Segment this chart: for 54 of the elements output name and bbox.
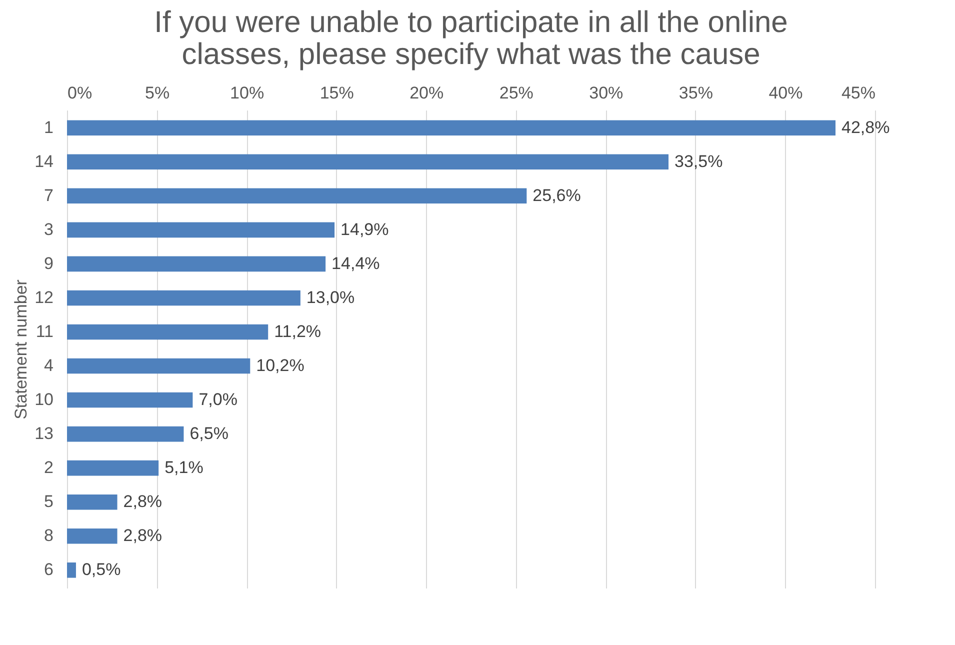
data-label: 14,9% bbox=[340, 220, 389, 239]
data-label: 13,0% bbox=[306, 288, 355, 307]
data-label: 42,8% bbox=[842, 118, 890, 137]
x-tick-label: 5% bbox=[144, 84, 170, 102]
y-tick-label: 10 bbox=[34, 390, 54, 410]
bar bbox=[67, 324, 268, 340]
bar bbox=[67, 154, 669, 170]
y-tick-label: 4 bbox=[44, 356, 54, 376]
bar bbox=[67, 460, 159, 476]
data-label: 5,1% bbox=[164, 458, 204, 478]
bar bbox=[67, 392, 193, 408]
y-tick-label: 12 bbox=[34, 288, 54, 307]
data-label: 25,6% bbox=[532, 186, 581, 205]
data-label: 2,8% bbox=[123, 492, 162, 512]
x-tick-label: 40% bbox=[768, 84, 803, 102]
bar bbox=[67, 188, 527, 204]
bar bbox=[67, 562, 76, 578]
x-tick-label: 35% bbox=[678, 84, 713, 102]
bar bbox=[67, 290, 300, 306]
data-label: 7,0% bbox=[198, 390, 238, 410]
bar bbox=[67, 426, 184, 442]
y-tick-label: 2 bbox=[44, 458, 54, 478]
data-label: 6,5% bbox=[190, 424, 228, 444]
x-tick-label: 25% bbox=[499, 84, 534, 102]
y-tick-label: 14 bbox=[34, 152, 54, 171]
y-tick-label: 13 bbox=[34, 424, 54, 444]
bar bbox=[67, 528, 118, 544]
y-tick-label: 3 bbox=[44, 220, 54, 239]
data-label: 10,2% bbox=[256, 356, 304, 376]
data-label: 33,5% bbox=[674, 152, 723, 171]
bar bbox=[67, 494, 118, 510]
bar bbox=[67, 120, 836, 136]
y-tick-label: 11 bbox=[36, 322, 54, 341]
data-label: 2,8% bbox=[123, 526, 162, 546]
y-tick-label: 8 bbox=[44, 526, 54, 546]
x-tick-label: 20% bbox=[410, 84, 444, 102]
bar bbox=[67, 222, 335, 238]
y-tick-label: 9 bbox=[44, 254, 54, 273]
data-label: 11,2% bbox=[274, 322, 322, 341]
y-tick-label: 7 bbox=[44, 186, 54, 205]
data-label: 14,4% bbox=[332, 254, 380, 273]
x-tick-label: 15% bbox=[320, 84, 354, 102]
bar bbox=[67, 256, 326, 272]
x-tick-label: 10% bbox=[230, 84, 264, 102]
y-tick-label: 6 bbox=[44, 560, 54, 580]
y-tick-label: 5 bbox=[44, 492, 54, 512]
y-tick-label: 1 bbox=[44, 118, 54, 137]
chart-title: If you were unable to participate in all the online classes, please specify what was the cause bbox=[154, 6, 788, 71]
bar bbox=[67, 358, 250, 374]
x-tick-label: 0% bbox=[68, 84, 92, 102]
data-label: 0,5% bbox=[82, 560, 121, 580]
x-tick-label: 30% bbox=[589, 84, 624, 102]
x-tick-label: 45% bbox=[841, 84, 876, 102]
y-axis-title: Statement number bbox=[12, 279, 31, 420]
